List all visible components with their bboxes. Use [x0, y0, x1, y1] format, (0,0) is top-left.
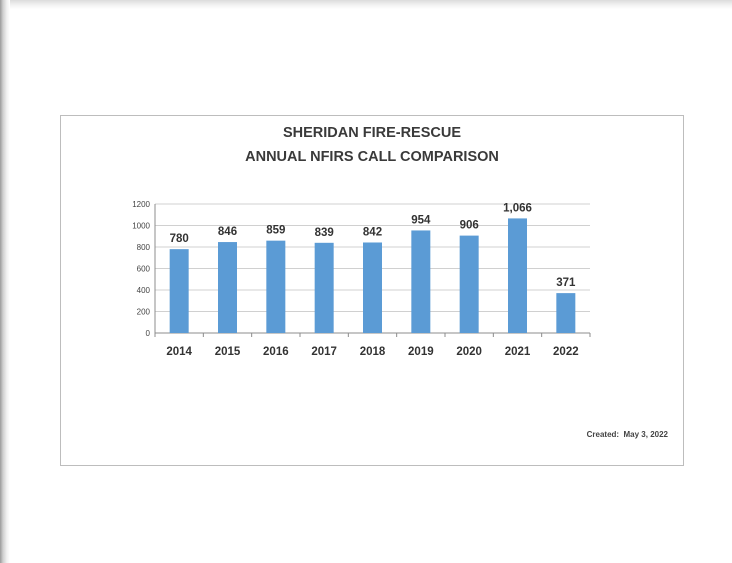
bar	[363, 242, 382, 333]
bar	[266, 240, 286, 333]
x-tick-label: 2014	[166, 346, 192, 358]
data-label: 846	[218, 226, 237, 238]
bar	[169, 249, 189, 333]
data-label: 842	[363, 226, 382, 238]
x-tick-label: 2021	[505, 346, 531, 358]
page-edge-shadow-top	[0, 0, 732, 9]
bar	[459, 235, 479, 333]
x-tick-label: 2016	[263, 346, 289, 358]
data-label: 859	[266, 225, 285, 237]
x-tick-label: 2015	[215, 346, 241, 358]
bar	[508, 218, 527, 333]
bar	[314, 242, 334, 333]
y-tick-label: 0	[146, 329, 151, 338]
y-tick-label: 1200	[132, 200, 150, 209]
page-edge-shadow-left	[0, 0, 10, 563]
y-tick-label: 200	[137, 308, 151, 317]
data-label: 954	[411, 214, 431, 226]
data-label: 839	[315, 227, 334, 239]
y-tick-label: 600	[137, 265, 151, 274]
data-label: 780	[170, 233, 189, 245]
bar	[411, 230, 431, 333]
data-label: 1,066	[503, 202, 532, 214]
bar	[218, 242, 237, 333]
x-tick-label: 2017	[311, 346, 337, 358]
created-date: May 3, 2022	[623, 430, 668, 439]
x-tick-label: 2018	[360, 346, 386, 358]
data-label: 371	[556, 277, 576, 289]
x-tick-label: 2022	[553, 346, 579, 358]
x-tick-label: 2020	[456, 346, 482, 358]
y-tick-label: 800	[137, 243, 151, 252]
x-tick-label: 2019	[408, 346, 434, 358]
y-tick-label: 1000	[132, 222, 150, 231]
data-label: 906	[460, 220, 479, 232]
created-label: Created:	[586, 430, 620, 439]
created-note: Created: May 3, 2022	[587, 430, 668, 439]
y-tick-label: 400	[137, 286, 151, 295]
bar	[556, 293, 576, 333]
chart-title: SHERIDAN FIRE-RESCUE	[282, 125, 462, 141]
chart-subtitle: ANNUAL NFIRS CALL COMPARISON	[245, 149, 499, 165]
